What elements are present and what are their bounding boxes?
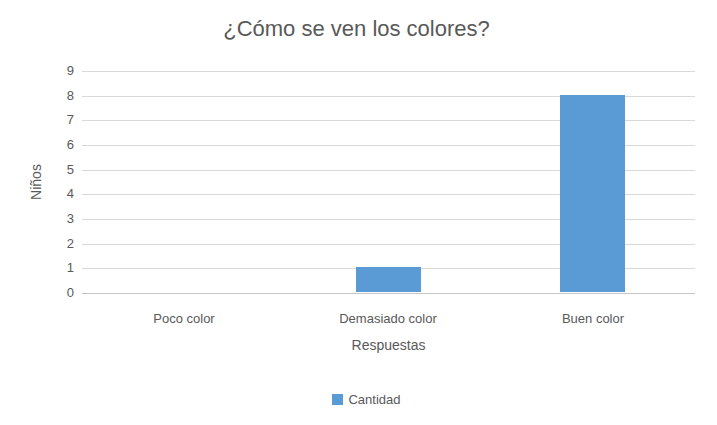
legend: Cantidad	[8, 392, 717, 407]
y-tick-label: 1	[34, 260, 74, 276]
gridline	[82, 71, 695, 72]
y-tick-label: 2	[34, 236, 74, 252]
x-category-label: Buen color	[491, 311, 695, 326]
y-tick-label: 5	[34, 162, 74, 178]
bar-chart: ¿Cómo se ven los colores? Niños 01234567…	[0, 0, 717, 425]
bar	[356, 267, 421, 292]
x-category-label: Demasiado color	[286, 311, 490, 326]
y-tick-label: 7	[34, 112, 74, 128]
x-category-label: Poco color	[82, 311, 286, 326]
y-tick-label: 9	[34, 63, 74, 79]
chart-title: ¿Cómo se ven los colores?	[0, 16, 713, 42]
legend-swatch-icon	[332, 394, 343, 405]
y-tick-label: 6	[34, 137, 74, 153]
legend-label: Cantidad	[348, 392, 400, 407]
plot-area	[82, 71, 695, 293]
bar	[560, 95, 625, 292]
x-axis-line	[82, 293, 695, 294]
y-tick-label: 8	[34, 88, 74, 104]
y-tick-label: 3	[34, 211, 74, 227]
y-tick-label: 4	[34, 186, 74, 202]
y-tick-label: 0	[34, 285, 74, 301]
x-axis-title: Respuestas	[82, 337, 695, 353]
